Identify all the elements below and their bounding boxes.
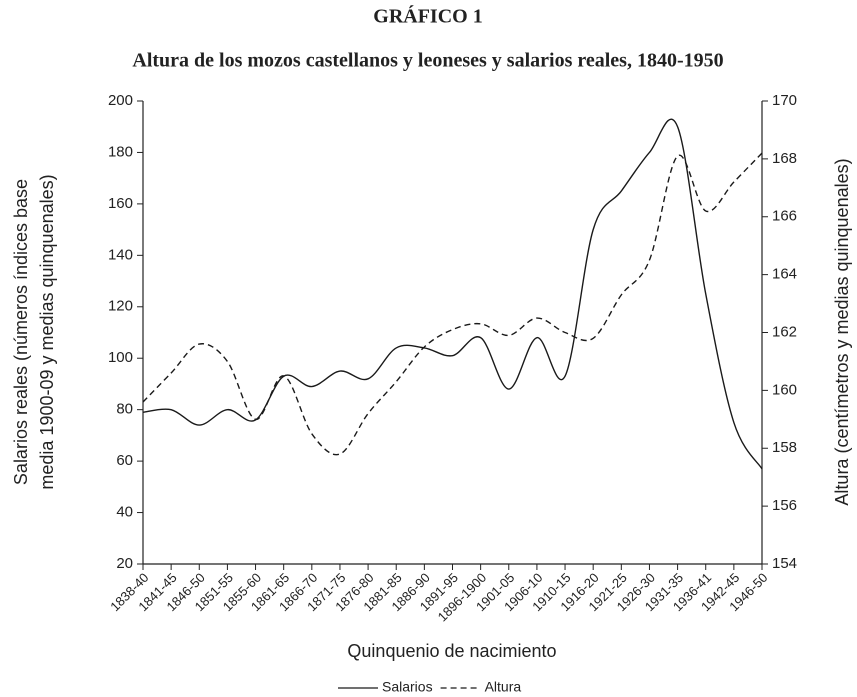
y-tick-label: 140 <box>108 246 133 263</box>
y2-tick-label: 168 <box>772 150 797 167</box>
y2-tick-label: 160 <box>772 381 797 398</box>
y-tick-label: 60 <box>116 452 133 469</box>
y-tick-label: 120 <box>108 298 133 315</box>
y2-tick-label: 162 <box>772 323 797 340</box>
chart-subtitle: Altura de los mozos castellanos y leones… <box>132 50 723 72</box>
y-tick-label: 20 <box>116 555 133 572</box>
y-tick-label: 80 <box>116 401 133 418</box>
series-line <box>142 152 763 456</box>
y-tick-label: 180 <box>108 143 133 160</box>
legend-label: Salarios <box>382 679 433 695</box>
y2-tick-label: 166 <box>772 208 797 225</box>
x-axis-label: Quinquenio de nacimiento <box>347 641 556 661</box>
y-tick-label: 200 <box>108 92 133 109</box>
series-line <box>142 118 763 470</box>
y2-tick-label: 156 <box>772 497 797 514</box>
y2-tick-label: 164 <box>772 266 797 283</box>
y2-tick-label: 154 <box>772 555 797 572</box>
y2-tick-label: 170 <box>772 92 797 109</box>
y2-tick-label: 158 <box>772 439 797 456</box>
y-tick-label: 40 <box>116 504 133 521</box>
legend-label: Altura <box>485 679 522 695</box>
y-axis-label: media 1900-09 y medias quinquenales) <box>37 174 57 489</box>
y-axis-label: Salarios reales (números índices base <box>11 179 31 485</box>
y2-axis-label: Altura (centímetros y medias quinquenale… <box>832 158 852 505</box>
y-tick-label: 160 <box>108 195 133 212</box>
y-tick-label: 100 <box>108 349 133 366</box>
chart-title: GRÁFICO 1 <box>373 5 482 28</box>
